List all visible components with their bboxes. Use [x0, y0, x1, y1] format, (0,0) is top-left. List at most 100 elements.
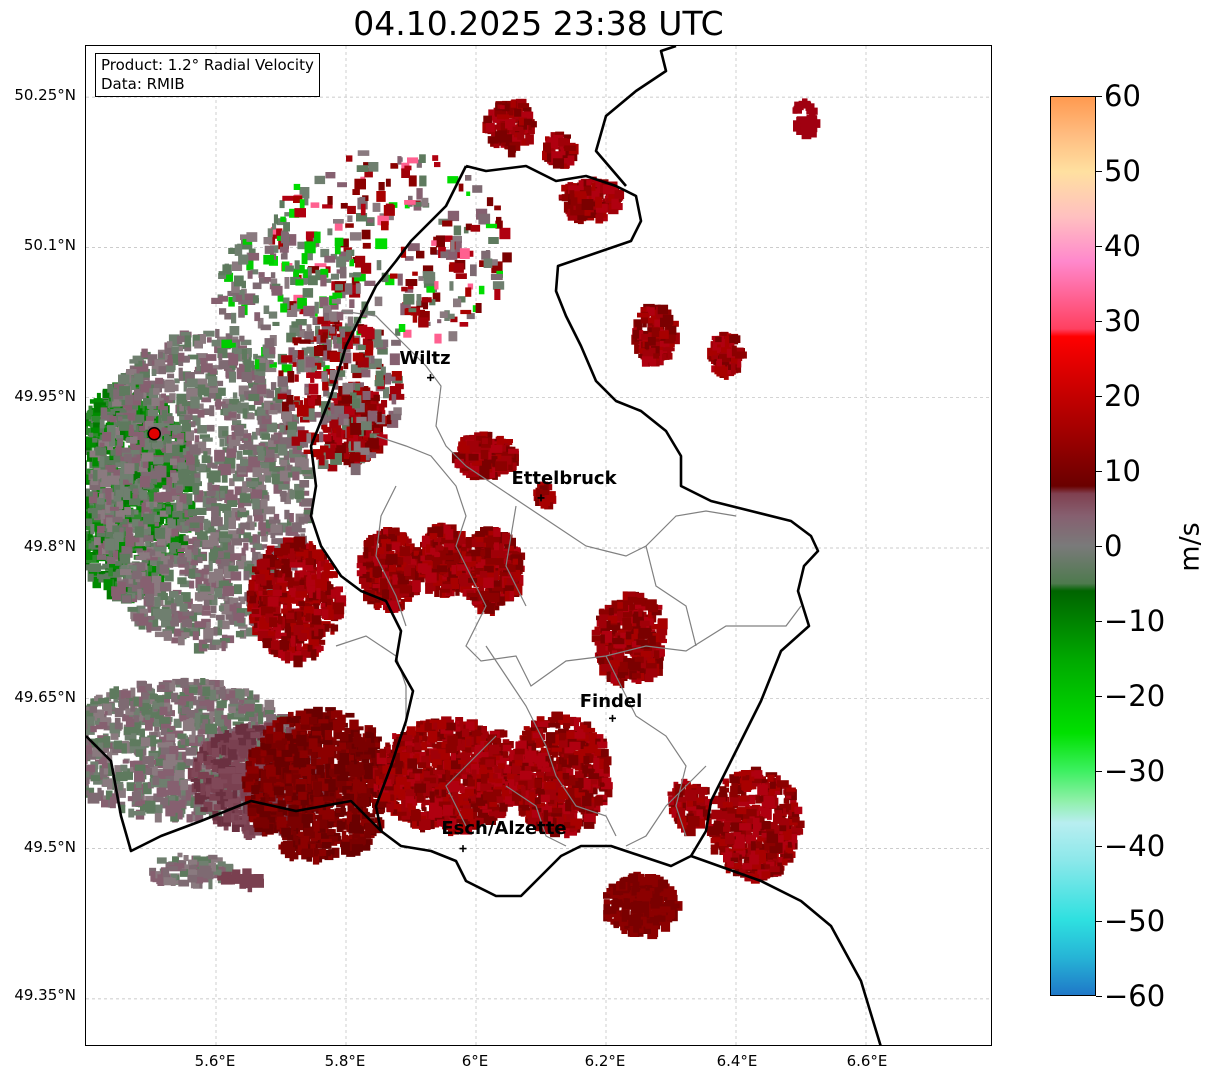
echo-cell — [353, 824, 365, 834]
echo-cell — [166, 442, 178, 453]
echo-cell — [276, 774, 285, 783]
echo-cell — [141, 502, 152, 513]
echo-cell — [295, 551, 306, 557]
echo-cell — [188, 421, 196, 428]
echo-cell — [119, 472, 130, 482]
echo-cell — [323, 744, 334, 753]
echo-cell — [202, 539, 214, 548]
echo-cell — [273, 513, 280, 523]
echo-cell — [169, 591, 179, 598]
echo-cell — [154, 771, 166, 783]
echo-cell — [205, 522, 215, 534]
echo-cell — [232, 789, 238, 799]
echo-cell — [263, 506, 276, 515]
echo-cell — [93, 416, 102, 423]
echo-cell — [116, 542, 125, 553]
echo-cell — [92, 430, 103, 438]
echo-cell — [178, 804, 186, 814]
echo-cell — [267, 596, 279, 607]
echo-cell — [345, 783, 356, 790]
echo-cell — [154, 522, 159, 527]
echo-cell — [174, 760, 184, 765]
echo-cell — [132, 414, 145, 423]
echo-cell — [334, 740, 339, 746]
echo-cell — [287, 601, 292, 611]
echo-cell — [150, 707, 160, 718]
echo-cell — [146, 618, 158, 627]
echo-cell — [298, 528, 306, 533]
echo-cell — [86, 770, 94, 780]
echo-cell — [320, 838, 332, 845]
echo-cell — [180, 462, 187, 469]
echo-cell — [352, 779, 360, 788]
echo-cell — [296, 554, 301, 561]
echo-cell — [233, 710, 245, 718]
echo-cell — [162, 485, 170, 490]
echo-cell — [183, 474, 195, 487]
echo-cell — [207, 371, 216, 380]
echo-cell — [132, 519, 141, 527]
echo-cell — [127, 796, 133, 802]
echo-cell — [89, 563, 101, 572]
echo-cell — [143, 583, 155, 594]
echo-cell — [273, 466, 285, 472]
echo-cell — [164, 569, 174, 582]
echo-cell — [305, 558, 314, 565]
echo-cell — [205, 762, 214, 770]
echo-cell — [174, 378, 180, 384]
echo-cell — [308, 597, 320, 606]
echo-cell — [125, 571, 132, 579]
echo-cell — [296, 486, 305, 491]
echo-cell — [261, 533, 268, 542]
echo-cell — [230, 761, 240, 767]
echo-cell — [105, 502, 111, 514]
echo-cell — [154, 812, 162, 823]
echo-cell — [106, 412, 113, 418]
echo-cell — [265, 474, 271, 483]
echo-cell — [95, 724, 103, 730]
echo-cell — [179, 799, 186, 809]
echo-cell — [134, 360, 143, 367]
echo-cell — [229, 604, 241, 612]
echo-cell — [105, 487, 112, 500]
echo-cell — [222, 689, 231, 701]
echo-cell — [270, 382, 277, 391]
echo-cell — [153, 542, 162, 552]
echo-cell — [348, 777, 355, 782]
echo-cell — [252, 566, 260, 573]
echo-cell — [104, 456, 113, 464]
echo-cell — [118, 804, 126, 814]
echo-cell — [146, 416, 155, 422]
echo-cell — [131, 421, 136, 431]
echo-cell — [183, 686, 190, 694]
echo-cell — [313, 820, 320, 832]
echo-cell — [334, 814, 340, 822]
echo-cell — [202, 686, 211, 696]
echo-cell — [95, 709, 105, 719]
echo-cell — [120, 764, 128, 772]
echo-cell — [125, 514, 135, 525]
echo-cell — [160, 525, 173, 536]
echo-cell — [94, 402, 106, 413]
echo-cell — [120, 569, 132, 576]
echo-cell — [293, 562, 306, 568]
echo-cell — [243, 788, 252, 793]
echo-cell — [224, 545, 235, 554]
echo-cell — [201, 455, 211, 463]
echo-cell — [236, 413, 241, 420]
echo-cell — [133, 432, 142, 440]
echo-cell — [154, 359, 165, 368]
echo-cell — [98, 698, 107, 704]
echo-cell — [186, 710, 195, 718]
echo-cell — [310, 835, 318, 842]
echo-cell — [260, 498, 268, 509]
echo-cell — [166, 430, 176, 438]
echo-cell — [110, 540, 119, 550]
echo-cell — [301, 814, 313, 824]
echo-cell — [155, 377, 164, 384]
echo-cell — [251, 737, 256, 745]
echo-cell — [178, 502, 189, 509]
echo-cell — [279, 470, 291, 482]
echo-cell — [290, 622, 297, 633]
echo-cell — [252, 534, 257, 543]
